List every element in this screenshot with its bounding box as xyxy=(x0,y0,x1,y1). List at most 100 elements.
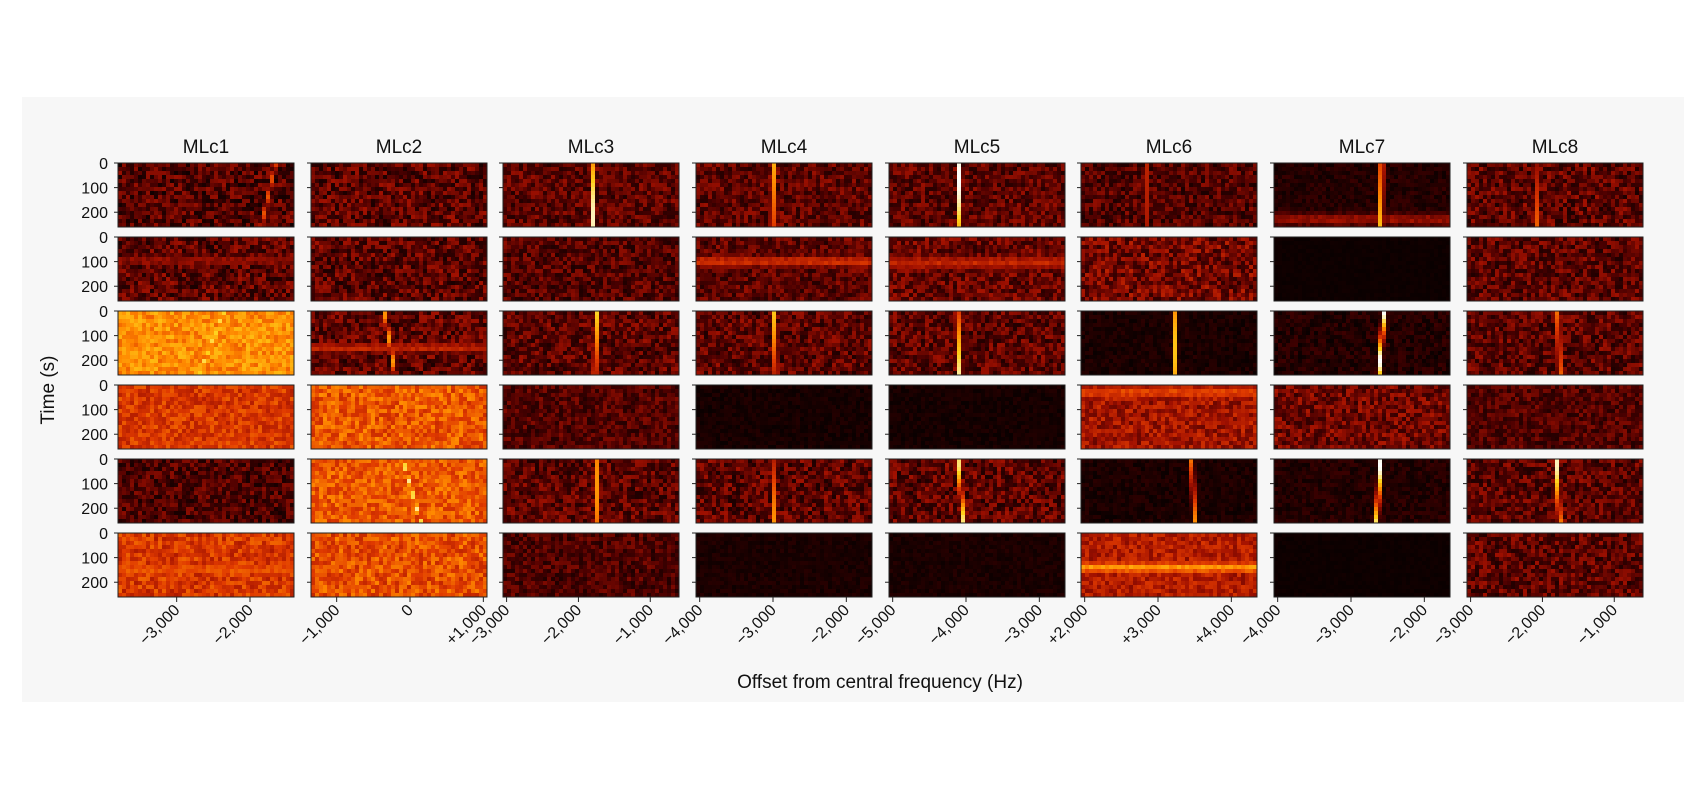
heatmap-cell xyxy=(435,215,440,220)
heatmap-cell xyxy=(1113,175,1118,180)
heatmap-cell xyxy=(146,199,151,204)
heatmap-cell xyxy=(479,163,484,168)
heatmap-cell xyxy=(1430,211,1435,216)
heatmap-cell xyxy=(768,171,773,176)
heatmap-cell xyxy=(832,203,837,208)
heatmap-cell xyxy=(411,187,416,192)
heatmap-cell xyxy=(1061,195,1066,200)
heatmap-cell xyxy=(724,219,729,224)
heatmap-cell xyxy=(1286,203,1291,208)
heatmap-cell xyxy=(258,187,263,192)
heatmap-cell xyxy=(901,175,906,180)
heatmap-cell xyxy=(1113,203,1118,208)
heatmap-cell xyxy=(1318,191,1323,196)
heatmap-cell xyxy=(985,179,990,184)
heatmap-cell xyxy=(1205,207,1210,212)
heatmap-cell xyxy=(1418,163,1423,168)
heatmap-cell xyxy=(315,171,320,176)
heatmap-cell xyxy=(1382,183,1387,188)
heatmap-cell xyxy=(933,199,938,204)
heatmap-cell xyxy=(1318,167,1323,172)
heatmap-cell xyxy=(266,183,271,188)
heatmap-cell xyxy=(889,183,894,188)
heatmap-cell xyxy=(407,199,412,204)
heatmap-cell xyxy=(1350,195,1355,200)
heatmap-cell xyxy=(1446,175,1451,180)
heatmap-cell xyxy=(1061,207,1066,212)
heatmap-cell xyxy=(443,215,448,220)
heatmap-cell xyxy=(953,223,958,228)
heatmap-cell xyxy=(1342,203,1347,208)
heatmap-cell xyxy=(655,215,660,220)
heatmap-cell xyxy=(515,219,520,224)
heatmap-cell xyxy=(1298,219,1303,224)
heatmap-cell xyxy=(1209,207,1214,212)
heatmap-cell xyxy=(860,167,865,172)
heatmap-cell xyxy=(768,203,773,208)
heatmap-cell xyxy=(214,215,219,220)
heatmap-cell xyxy=(282,179,287,184)
heatmap-cell xyxy=(1193,223,1198,228)
heatmap-cell xyxy=(864,199,869,204)
heatmap-cell xyxy=(985,211,990,216)
heatmap-cell xyxy=(1177,207,1182,212)
heatmap-cell xyxy=(214,171,219,176)
heatmap-cell xyxy=(162,215,167,220)
heatmap-cell xyxy=(1165,215,1170,220)
heatmap-cell xyxy=(1314,191,1319,196)
heatmap-cell xyxy=(391,223,396,228)
heatmap-cell xyxy=(367,183,372,188)
heatmap-cell xyxy=(792,215,797,220)
heatmap-cell xyxy=(246,183,251,188)
heatmap-cell xyxy=(1366,171,1371,176)
heatmap-cell xyxy=(836,195,841,200)
heatmap-cell xyxy=(270,171,275,176)
heatmap-cell xyxy=(1097,171,1102,176)
heatmap-cell xyxy=(527,167,532,172)
heatmap-cell xyxy=(712,163,717,168)
heatmap-cell xyxy=(411,211,416,216)
heatmap-cell xyxy=(1009,183,1014,188)
heatmap-cell xyxy=(507,179,512,184)
heatmap-cell xyxy=(1310,179,1315,184)
heatmap-cell xyxy=(1197,211,1202,216)
heatmap-cell xyxy=(1025,207,1030,212)
heatmap-cell xyxy=(1213,223,1218,228)
heatmap-cell xyxy=(266,219,271,224)
heatmap-cell xyxy=(327,179,332,184)
heatmap-cell xyxy=(1290,167,1295,172)
heatmap-cell xyxy=(909,203,914,208)
heatmap-cell xyxy=(170,223,175,228)
heatmap-cell xyxy=(415,183,420,188)
heatmap-cell xyxy=(507,171,512,176)
heatmap-cell xyxy=(1370,223,1375,228)
heatmap-cell xyxy=(1374,203,1379,208)
heatmap-cell xyxy=(471,179,476,184)
heatmap-cell xyxy=(856,199,861,204)
heatmap-cell xyxy=(375,179,380,184)
heatmap-cell xyxy=(134,199,139,204)
heatmap-cell xyxy=(981,171,986,176)
heatmap-cell xyxy=(323,211,328,216)
heatmap-cell xyxy=(1410,171,1415,176)
heatmap-cell xyxy=(178,203,183,208)
heatmap-cell xyxy=(893,187,898,192)
heatmap-cell xyxy=(214,167,219,172)
heatmap-cell xyxy=(901,207,906,212)
heatmap-cell xyxy=(511,167,516,172)
heatmap-cell xyxy=(1009,195,1014,200)
heatmap-cell xyxy=(1438,215,1443,220)
heatmap-cell xyxy=(784,215,789,220)
heatmap-cell xyxy=(1430,171,1435,176)
heatmap-cell xyxy=(178,211,183,216)
heatmap-cell xyxy=(1483,167,1488,172)
heatmap-cell xyxy=(258,163,263,168)
heatmap-cell xyxy=(1418,219,1423,224)
heatmap-cell xyxy=(1189,207,1194,212)
heatmap-cell xyxy=(363,223,368,228)
heatmap-cell xyxy=(1398,187,1403,192)
heatmap-cell xyxy=(539,179,544,184)
heatmap-cell xyxy=(643,175,648,180)
heatmap-cell xyxy=(1165,219,1170,224)
heatmap-cell xyxy=(282,163,287,168)
